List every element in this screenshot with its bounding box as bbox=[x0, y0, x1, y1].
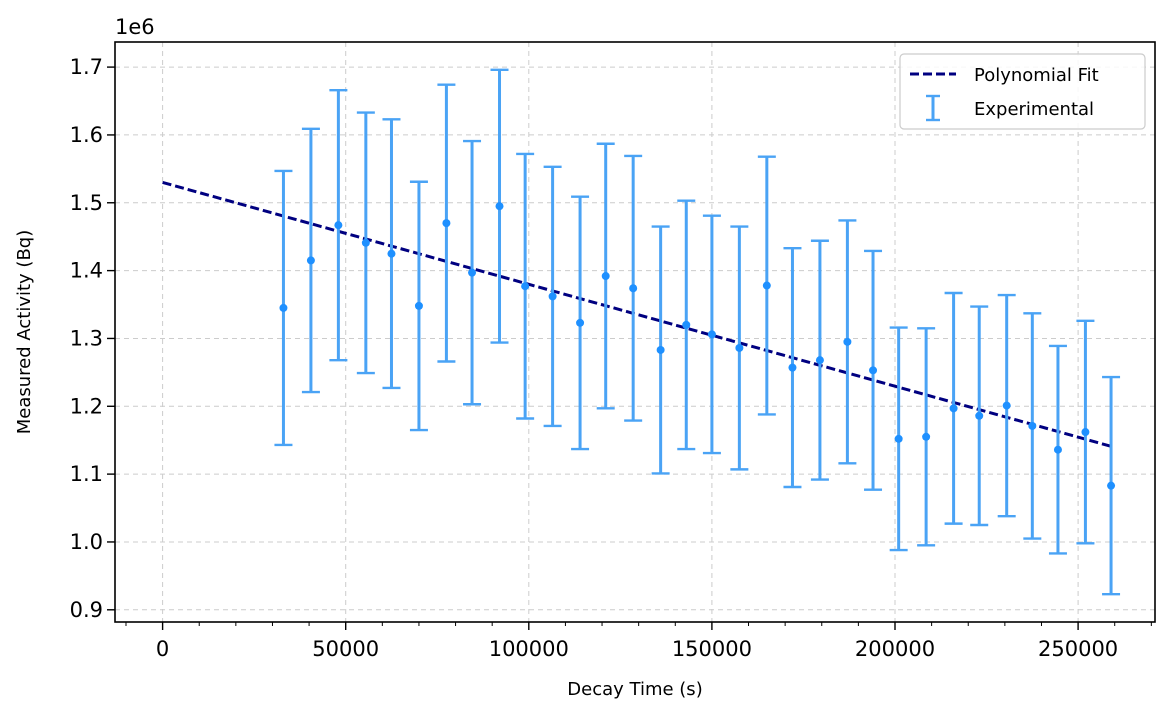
x-tick-label: 150000 bbox=[672, 637, 752, 661]
data-point bbox=[869, 366, 878, 375]
data-point bbox=[306, 256, 315, 265]
x-axis-label: Decay Time (s) bbox=[567, 679, 702, 700]
data-point bbox=[521, 282, 530, 291]
point-layer bbox=[279, 202, 1116, 490]
data-point bbox=[334, 221, 343, 230]
legend-box bbox=[899, 53, 1146, 130]
data-point bbox=[922, 432, 931, 441]
y-tick-label: 1.4 bbox=[70, 259, 103, 283]
data-point bbox=[843, 337, 852, 346]
data-point bbox=[468, 268, 477, 277]
data-point bbox=[1028, 421, 1037, 430]
data-point bbox=[1081, 428, 1090, 437]
data-point bbox=[1053, 445, 1062, 454]
ticks: 0 50000 100000 150000 200000 250000 0.9 1.0 1.1 1… bbox=[70, 55, 1152, 661]
data-point bbox=[815, 356, 824, 365]
legend-entry-experimental: Experimental bbox=[974, 99, 1094, 120]
y-tick-label: 1.3 bbox=[70, 326, 103, 350]
data-point bbox=[548, 292, 557, 301]
data-point bbox=[788, 363, 797, 372]
y-offset-label: 1e6 bbox=[115, 15, 155, 39]
legend-entry-polynomial-fit: Polynomial Fit bbox=[974, 65, 1099, 86]
legend-experimental-swatch bbox=[926, 94, 940, 122]
data-point bbox=[949, 404, 958, 413]
y-tick-label: 1.1 bbox=[70, 462, 103, 486]
x-tick-label: 100000 bbox=[489, 637, 569, 661]
data-point bbox=[279, 303, 288, 312]
y-tick-label: 1.7 bbox=[70, 55, 103, 79]
data-point bbox=[682, 320, 691, 329]
x-tick-label: 50000 bbox=[312, 637, 379, 661]
data-point bbox=[629, 284, 638, 293]
legend: Polynomial Fit Experimental bbox=[899, 53, 1146, 130]
data-point bbox=[762, 281, 771, 290]
data-point bbox=[414, 301, 423, 310]
x-tick-label: 200000 bbox=[855, 637, 935, 661]
y-axis-label: Measured Activity (Bq) bbox=[14, 230, 35, 435]
data-point bbox=[1002, 401, 1011, 410]
data-point bbox=[656, 345, 665, 354]
data-point bbox=[894, 434, 903, 443]
x-tick-label: 0 bbox=[156, 637, 169, 661]
data-point bbox=[576, 318, 585, 327]
data-point bbox=[361, 238, 370, 247]
data-point bbox=[442, 219, 451, 228]
data-point bbox=[1107, 481, 1116, 490]
data-point bbox=[707, 330, 716, 339]
data-point bbox=[601, 272, 610, 281]
y-tick-label: 0.9 bbox=[70, 598, 103, 622]
y-tick-label: 1.6 bbox=[70, 123, 103, 147]
data-point bbox=[387, 249, 396, 258]
data-point bbox=[975, 411, 984, 420]
y-tick-label: 1.0 bbox=[70, 530, 103, 554]
plot-frame bbox=[114, 41, 1156, 623]
x-tick-label: 250000 bbox=[1038, 637, 1118, 661]
y-tick-label: 1.5 bbox=[70, 191, 103, 215]
y-tick-label: 1.2 bbox=[70, 394, 103, 418]
data-point bbox=[735, 343, 744, 352]
data-point bbox=[495, 202, 504, 211]
